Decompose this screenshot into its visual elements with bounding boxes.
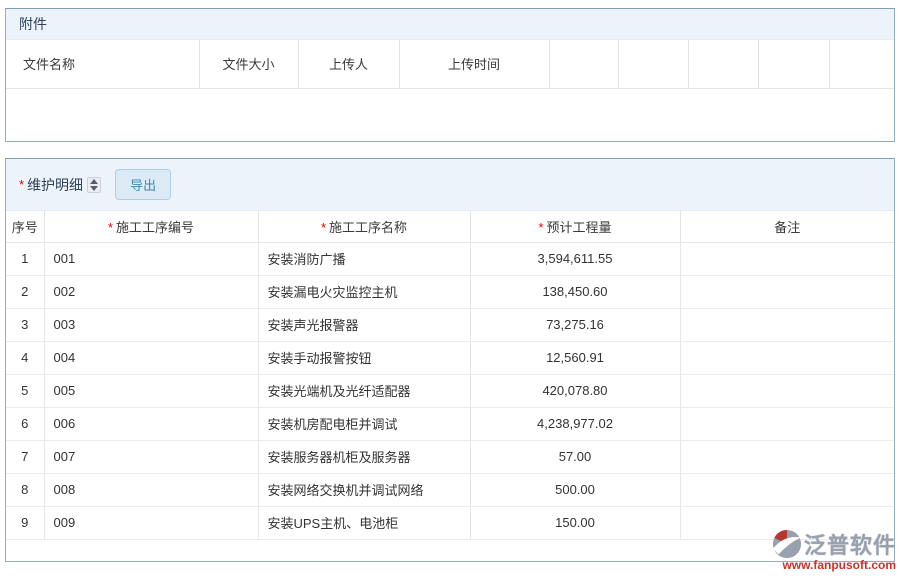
cell-quantity: 4,238,977.02 [470, 407, 681, 441]
sort-down-arrow-icon [90, 185, 99, 191]
cell-name: 安装消防广播 [258, 242, 471, 276]
attachments-col-header: 文件名称 [6, 40, 200, 89]
cell-quantity: 12,560.91 [470, 341, 681, 375]
table-row[interactable]: 6 006 安装机房配电柜并调试 4,238,977.02 [6, 407, 894, 441]
cell-seq: 2 [6, 275, 45, 309]
cell-remark [680, 308, 894, 342]
cell-seq: 7 [6, 440, 45, 474]
sort-up-arrow-icon [90, 178, 99, 184]
required-star: * [107, 219, 114, 235]
cell-remark [680, 341, 894, 375]
attachments-col-header-empty [758, 40, 830, 89]
table-row[interactable]: 3 003 安装声光报警器 73,275.16 [6, 308, 894, 342]
cell-seq: 1 [6, 242, 45, 276]
cell-remark [680, 473, 894, 507]
col-header-name: * 施工工序名称 [258, 211, 471, 243]
cell-name: 安装机房配电柜并调试 [258, 407, 471, 441]
cell-seq: 5 [6, 374, 45, 408]
cell-name: 安装漏电火灾监控主机 [258, 275, 471, 309]
cell-seq: 8 [6, 473, 45, 507]
cell-quantity: 150.00 [470, 506, 681, 540]
cell-seq: 9 [6, 506, 45, 540]
table-row[interactable]: 5 005 安装光端机及光纤适配器 420,078.80 [6, 374, 894, 408]
cell-quantity: 420,078.80 [470, 374, 681, 408]
cell-code: 007 [44, 440, 259, 474]
maintenance-title: 维护明细 [27, 176, 84, 193]
col-header-label: 施工工序名称 [329, 219, 408, 235]
cell-remark [680, 440, 894, 474]
cell-code: 008 [44, 473, 259, 507]
cell-quantity: 57.00 [470, 440, 681, 474]
attachments-header-row: 文件名称 文件大小 上传人 上传时间 [6, 40, 894, 89]
cell-name: 安装光端机及光纤适配器 [258, 374, 471, 408]
sort-toggle-icon[interactable] [87, 176, 102, 193]
cell-name: 安装网络交换机并调试网络 [258, 473, 471, 507]
required-star: * [538, 219, 544, 235]
attachments-col-header: 上传人 [298, 40, 400, 89]
attachments-empty-body [6, 88, 894, 141]
attachments-col-header: 文件大小 [199, 40, 299, 89]
cell-code: 003 [44, 308, 259, 342]
maintenance-toolbar: * 维护明细 导出 [6, 159, 894, 211]
cell-code: 006 [44, 407, 259, 441]
maintenance-panel: * 维护明细 导出 序号 * 施工工序编号 [5, 158, 895, 562]
cell-remark [680, 374, 894, 408]
table-row[interactable]: 4 004 安装手动报警按钮 12,560.91 [6, 341, 894, 375]
cell-remark [680, 275, 894, 309]
col-header-label: 预计工程量 [546, 219, 612, 235]
attachments-panel-title: 附件 [6, 9, 894, 40]
cell-quantity: 73,275.16 [470, 308, 681, 342]
cell-quantity: 500.00 [470, 473, 681, 507]
cell-code: 002 [44, 275, 259, 309]
col-header-code: * 施工工序编号 [44, 211, 259, 243]
col-header-seq: 序号 [6, 211, 45, 243]
cell-seq: 4 [6, 341, 45, 375]
table-row[interactable]: 2 002 安装漏电火灾监控主机 138,450.60 [6, 275, 894, 309]
table-row[interactable]: 7 007 安装服务器机柜及服务器 57.00 [6, 440, 894, 474]
attachments-col-header-empty [549, 40, 619, 89]
cell-code: 009 [44, 506, 259, 540]
table-row[interactable]: 1 001 安装消防广播 3,594,611.55 [6, 242, 894, 276]
cell-name: 安装服务器机柜及服务器 [258, 440, 471, 474]
maintenance-rows: 1 001 安装消防广播 3,594,611.55 2 002 安装漏电火灾监控主机 138,… [6, 242, 894, 540]
cell-remark [680, 506, 894, 540]
cell-seq: 6 [6, 407, 45, 441]
col-header-quantity: * 预计工程量 [470, 211, 681, 243]
attachments-col-header-empty [829, 40, 894, 89]
cell-quantity: 138,450.60 [470, 275, 681, 309]
cell-code: 004 [44, 341, 259, 375]
cell-seq: 3 [6, 308, 45, 342]
attachments-col-header-empty [618, 40, 689, 89]
attachments-col-header: 上传时间 [399, 40, 550, 89]
maintenance-header-row: 序号 * 施工工序编号 * 施工工序名称 * 预计工程量 备注 [6, 211, 894, 243]
cell-name: 安装声光报警器 [258, 308, 471, 342]
required-star: * [320, 219, 327, 235]
attachments-table: 文件名称 文件大小 上传人 上传时间 [6, 40, 894, 89]
cell-name: 安装手动报警按钮 [258, 341, 471, 375]
col-header-remark: 备注 [680, 211, 894, 243]
attachments-col-header-empty [688, 40, 759, 89]
export-button[interactable]: 导出 [115, 169, 172, 200]
col-header-label: 序号 [11, 219, 38, 235]
cell-quantity: 3,594,611.55 [470, 242, 681, 276]
cell-remark [680, 407, 894, 441]
attachments-panel: 附件 文件名称 文件大小 上传人 上传时间 [5, 8, 895, 142]
col-header-label: 备注 [774, 219, 801, 235]
required-star: * [19, 177, 25, 192]
cell-code: 001 [44, 242, 259, 276]
table-row[interactable]: 9 009 安装UPS主机、电池柜 150.00 [6, 506, 894, 540]
cell-name: 安装UPS主机、电池柜 [258, 506, 471, 540]
cell-code: 005 [44, 374, 259, 408]
col-header-label: 施工工序编号 [116, 219, 195, 235]
table-row[interactable]: 8 008 安装网络交换机并调试网络 500.00 [6, 473, 894, 507]
cell-remark [680, 242, 894, 276]
